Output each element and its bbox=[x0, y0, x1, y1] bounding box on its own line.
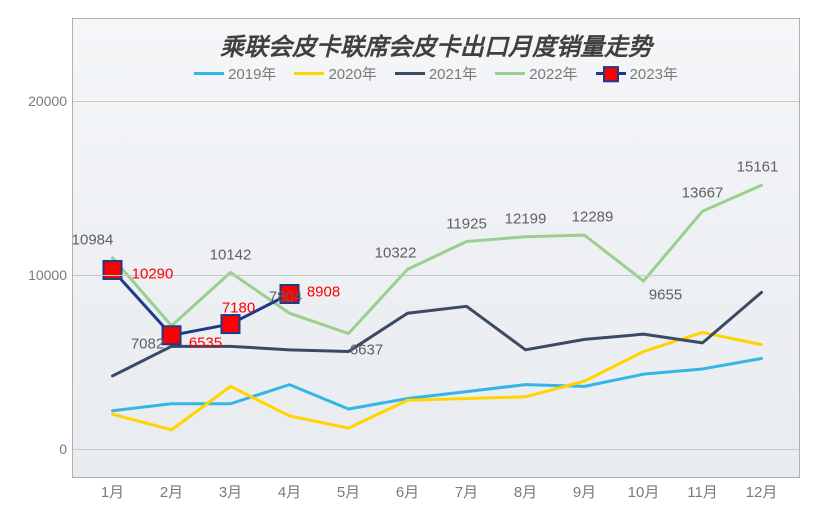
data-label: 15161 bbox=[737, 159, 779, 176]
x-tick-label: 3月 bbox=[219, 477, 242, 502]
gridline bbox=[73, 101, 799, 102]
data-label: 11925 bbox=[446, 215, 487, 232]
gridline bbox=[73, 275, 799, 276]
y-tick-label: 10000 bbox=[28, 267, 73, 283]
y-tick-label: 0 bbox=[59, 441, 73, 457]
data-label: 6535 bbox=[189, 335, 222, 352]
x-tick-label: 5月 bbox=[337, 477, 360, 502]
x-tick-label: 10月 bbox=[628, 477, 660, 502]
x-tick-label: 4月 bbox=[278, 477, 301, 502]
series-marker bbox=[163, 326, 181, 344]
x-tick-label: 7月 bbox=[455, 477, 478, 502]
data-label: 12199 bbox=[505, 210, 547, 227]
data-label: 7804 bbox=[269, 289, 302, 306]
plot-area: 乘联会皮卡联席会皮卡出口月度销量走势 2019年2020年2021年2022年2… bbox=[72, 18, 800, 478]
data-label: 7180 bbox=[222, 300, 255, 317]
x-tick-label: 6月 bbox=[396, 477, 419, 502]
series-marker bbox=[104, 261, 122, 279]
x-tick-label: 2月 bbox=[160, 477, 183, 502]
series-marker bbox=[222, 315, 240, 333]
data-label: 8908 bbox=[307, 284, 340, 301]
x-tick-label: 12月 bbox=[746, 477, 778, 502]
data-label: 13667 bbox=[682, 185, 724, 202]
data-label: 6637 bbox=[350, 341, 383, 358]
x-tick-label: 11月 bbox=[687, 477, 718, 502]
data-label: 10322 bbox=[375, 245, 417, 262]
data-label: 9655 bbox=[649, 287, 682, 304]
chart-container: 乘联会皮卡联席会皮卡出口月度销量走势 2019年2020年2021年2022年2… bbox=[0, 0, 826, 517]
data-label: 10142 bbox=[210, 246, 252, 263]
y-tick-label: 20000 bbox=[28, 93, 73, 109]
data-label: 10984 bbox=[72, 231, 114, 248]
data-label: 10290 bbox=[132, 265, 174, 282]
data-label: 7082 bbox=[131, 335, 164, 352]
gridline bbox=[73, 449, 799, 450]
x-tick-label: 1月 bbox=[101, 477, 124, 502]
x-tick-label: 8月 bbox=[514, 477, 537, 502]
chart-svg bbox=[73, 19, 801, 479]
data-label: 12289 bbox=[572, 209, 614, 226]
x-tick-label: 9月 bbox=[573, 477, 596, 502]
